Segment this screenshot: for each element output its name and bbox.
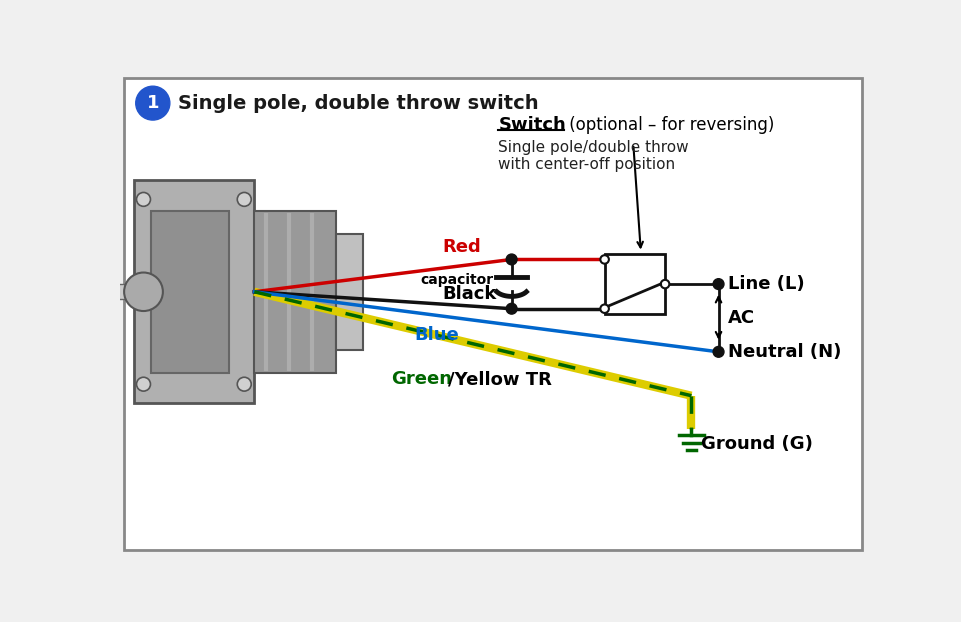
Circle shape (124, 272, 162, 311)
Bar (151, 211, 229, 373)
Circle shape (600, 305, 608, 313)
Bar (604, 254, 664, 314)
Circle shape (237, 378, 251, 391)
Bar (110, 284, 136, 299)
Text: capacitor: capacitor (420, 273, 493, 287)
Circle shape (600, 255, 608, 264)
Text: with center-off position: with center-off position (498, 157, 675, 172)
Text: Ground (G): Ground (G) (700, 435, 812, 453)
Circle shape (136, 86, 170, 120)
Text: Neutral (N): Neutral (N) (727, 343, 840, 361)
Circle shape (136, 378, 150, 391)
Text: Single pole, double throw switch: Single pole, double throw switch (178, 94, 538, 113)
Circle shape (237, 192, 251, 207)
Text: Black: Black (441, 284, 496, 302)
Circle shape (712, 346, 724, 357)
Bar (254, 211, 335, 373)
Circle shape (505, 254, 516, 265)
Text: Green: Green (391, 370, 452, 388)
Circle shape (660, 280, 669, 289)
Circle shape (505, 304, 516, 314)
Bar (135, 180, 254, 404)
Text: Single pole/double throw: Single pole/double throw (498, 141, 688, 156)
Text: Blue: Blue (414, 326, 459, 344)
Text: (optional – for reversing): (optional – for reversing) (564, 116, 774, 134)
Text: 1: 1 (146, 94, 159, 112)
Text: /Yellow TR: /Yellow TR (448, 370, 552, 388)
Circle shape (136, 192, 150, 207)
Text: Line (L): Line (L) (727, 275, 803, 293)
Text: Switch: Switch (498, 116, 566, 134)
Text: Red: Red (441, 238, 480, 256)
Circle shape (712, 279, 724, 289)
Text: AC: AC (727, 309, 754, 327)
Bar (335, 234, 362, 350)
